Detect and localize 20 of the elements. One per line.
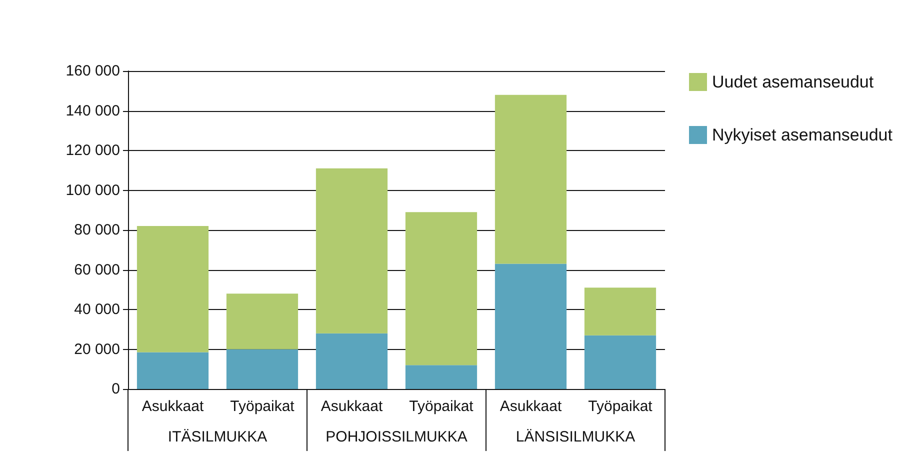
x-tick-label: Työpaikat bbox=[409, 398, 474, 415]
y-tick-label: 0 bbox=[112, 380, 120, 398]
y-tick-label: 80 000 bbox=[74, 222, 120, 238]
y-tick-label: 140 000 bbox=[66, 102, 120, 120]
x-tick-label: Asukkaat bbox=[320, 398, 384, 415]
legend-label: Uudet asemanseudut bbox=[712, 72, 874, 92]
x-tick-label: Asukkaat bbox=[500, 398, 562, 415]
y-tick-label: 100 000 bbox=[66, 182, 120, 199]
text: POHJOISSILMUKKA bbox=[326, 428, 468, 446]
x-tick-label: Työpaikat bbox=[588, 398, 654, 415]
y-tick-label: 120 000 bbox=[66, 142, 120, 159]
x-tick-label: Työpaikat bbox=[230, 398, 296, 415]
y-tick-label: 160 000 bbox=[66, 62, 120, 80]
legend-label: Nykyiset asemanseudut bbox=[712, 126, 893, 144]
x-tick-label: Asukkaat bbox=[142, 398, 204, 415]
text: ITÄSILMUKKA bbox=[168, 428, 268, 446]
text: LÄNSISILMUKKA bbox=[516, 428, 636, 446]
y-tick-label: 20 000 bbox=[74, 340, 120, 358]
y-tick-label: 40 000 bbox=[74, 301, 120, 318]
y-tick-label: 60 000 bbox=[74, 261, 120, 278]
